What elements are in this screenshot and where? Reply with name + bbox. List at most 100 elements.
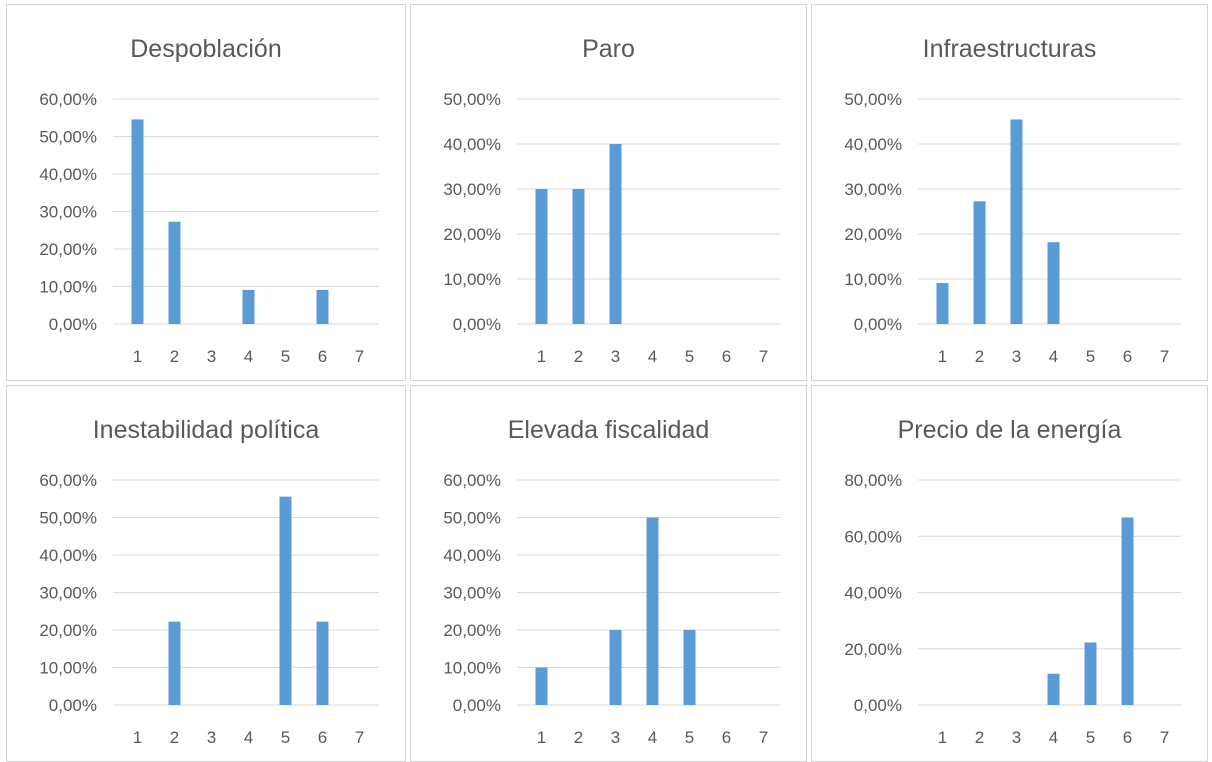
chart-title: Precio de la energía <box>898 416 1122 444</box>
chart-panel-paro: Paro 0,00% 10,00% 20,00% 30,00% 40,00% 50,00% 1… <box>410 4 807 381</box>
x-tick-label: 4 <box>244 728 253 747</box>
bar-2 <box>168 221 181 324</box>
x-tick-label: 7 <box>355 728 364 747</box>
y-tick-label: 40,00% <box>39 546 97 565</box>
x-tick-label: 3 <box>611 347 620 366</box>
y-tick-label: 0,00% <box>49 315 97 334</box>
chart-panel-inestabilidad-politica: Inestabilidad política 0,00% 10,00% 20,00% 3… <box>6 385 406 762</box>
y-tick-label: 30,00% <box>443 180 501 199</box>
y-tick-label: 40,00% <box>844 584 902 603</box>
y-tick-label: 30,00% <box>39 584 97 603</box>
x-tick-label: 5 <box>281 347 290 366</box>
y-tick-label: 0,00% <box>453 315 501 334</box>
bar-5 <box>279 496 292 705</box>
x-tick-label: 2 <box>574 347 583 366</box>
bar-4 <box>1047 242 1060 324</box>
chart-panel-elevada-fiscalidad: Elevada fiscalidad 0,00% 10,00% 20,00% 30,00… <box>410 385 807 762</box>
y-tick-label: 20,00% <box>844 640 902 659</box>
bar-4 <box>646 517 659 705</box>
x-tick-label: 5 <box>685 347 694 366</box>
bar-6 <box>316 289 329 324</box>
y-tick-label: 80,00% <box>844 471 902 490</box>
chart-title: Elevada fiscalidad <box>508 416 710 444</box>
y-tick-label: 20,00% <box>39 621 97 640</box>
bar-1 <box>936 283 949 324</box>
x-tick-label: 5 <box>1086 347 1095 366</box>
x-tick-label: 1 <box>938 728 947 747</box>
x-tick-label: 2 <box>170 347 179 366</box>
chart-infraestructuras: Infraestructuras 0,00% 10,00% 20,00% 30,00% 4… <box>844 35 1181 366</box>
y-tick-label: 60,00% <box>39 471 97 490</box>
bar-1 <box>535 667 548 705</box>
bar-3 <box>609 630 622 705</box>
bar-2 <box>168 621 181 705</box>
y-tick-label: 50,00% <box>39 128 97 147</box>
x-tick-label: 6 <box>318 347 327 366</box>
x-tick-label: 6 <box>318 728 327 747</box>
x-tick-label: 7 <box>355 347 364 366</box>
x-tick-label: 7 <box>759 347 768 366</box>
chart-panel-precio-energia: Precio de la energía 0,00% 20,00% 40,00% 60,… <box>811 385 1208 762</box>
y-tick-label: 0,00% <box>854 315 902 334</box>
y-tick-label: 20,00% <box>443 225 501 244</box>
x-tick-label: 5 <box>281 728 290 747</box>
y-tick-label: 50,00% <box>844 90 902 109</box>
x-tick-label: 3 <box>1012 728 1021 747</box>
x-tick-label: 1 <box>133 347 142 366</box>
y-tick-label: 30,00% <box>443 584 501 603</box>
y-tick-label: 60,00% <box>443 471 501 490</box>
x-tick-label: 6 <box>1123 347 1132 366</box>
chart-title: Inestabilidad política <box>93 416 320 444</box>
chart-elevada-fiscalidad: Elevada fiscalidad 0,00% 10,00% 20,00% 30,00… <box>443 416 780 747</box>
y-tick-label: 0,00% <box>453 696 501 715</box>
bar-6 <box>1121 517 1134 705</box>
x-tick-label: 4 <box>1049 347 1058 366</box>
y-tick-label: 30,00% <box>39 203 97 222</box>
bar-2 <box>572 189 585 324</box>
x-tick-label: 7 <box>759 728 768 747</box>
chart-precio-energia: Precio de la energía 0,00% 20,00% 40,00% 60,… <box>844 416 1181 747</box>
chart-panel-infraestructuras: Infraestructuras 0,00% 10,00% 20,00% 30,00% 4… <box>811 4 1208 381</box>
y-tick-label: 50,00% <box>443 509 501 528</box>
chart-inestabilidad-politica: Inestabilidad política 0,00% 10,00% 20,00% 3… <box>39 416 379 747</box>
x-tick-label: 4 <box>648 347 657 366</box>
chart-despoblacion: Despoblación 0,00% 10,00% 20,00% 30,00% 40,00… <box>39 35 379 366</box>
x-tick-label: 1 <box>133 728 142 747</box>
x-tick-label: 5 <box>1086 728 1095 747</box>
x-tick-label: 5 <box>685 728 694 747</box>
x-tick-label: 2 <box>975 347 984 366</box>
x-tick-label: 3 <box>207 728 216 747</box>
x-tick-label: 3 <box>611 728 620 747</box>
y-tick-label: 10,00% <box>443 270 501 289</box>
x-tick-label: 4 <box>1049 728 1058 747</box>
y-tick-label: 60,00% <box>39 90 97 109</box>
bar-5 <box>1084 642 1097 705</box>
bar-3 <box>1010 119 1023 324</box>
y-tick-label: 30,00% <box>844 180 902 199</box>
x-tick-label: 1 <box>537 347 546 366</box>
chart-title: Infraestructuras <box>923 35 1097 63</box>
x-tick-label: 1 <box>938 347 947 366</box>
chart-title: Despoblación <box>130 35 282 63</box>
y-tick-label: 20,00% <box>844 225 902 244</box>
y-tick-label: 40,00% <box>443 135 501 154</box>
y-tick-label: 20,00% <box>39 240 97 259</box>
chart-paro: Paro 0,00% 10,00% 20,00% 30,00% 40,00% 50,00% 1… <box>443 35 780 366</box>
y-tick-label: 40,00% <box>443 546 501 565</box>
y-tick-label: 60,00% <box>844 527 902 546</box>
y-tick-label: 0,00% <box>854 696 902 715</box>
y-tick-label: 10,00% <box>443 659 501 678</box>
x-tick-label: 1 <box>537 728 546 747</box>
bar-2 <box>973 201 986 324</box>
x-tick-label: 7 <box>1160 728 1169 747</box>
y-tick-label: 0,00% <box>49 696 97 715</box>
bar-5 <box>683 630 696 705</box>
bar-1 <box>131 119 144 324</box>
y-tick-label: 10,00% <box>39 659 97 678</box>
y-tick-label: 40,00% <box>844 135 902 154</box>
x-tick-label: 4 <box>648 728 657 747</box>
x-tick-label: 7 <box>1160 347 1169 366</box>
x-tick-label: 2 <box>975 728 984 747</box>
x-tick-label: 6 <box>722 728 731 747</box>
y-tick-label: 50,00% <box>39 509 97 528</box>
